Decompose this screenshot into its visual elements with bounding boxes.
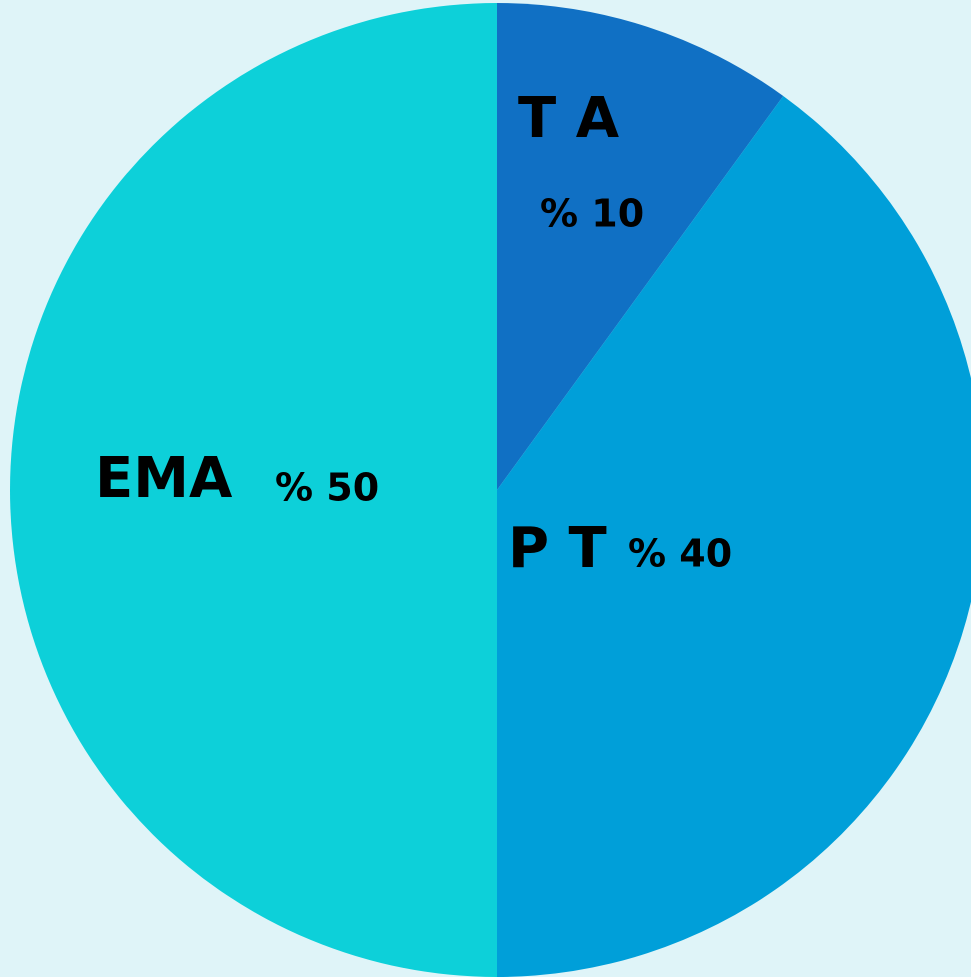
slice-label: T A (518, 86, 620, 151)
pie-slice (497, 96, 971, 977)
slice-label: EMA (95, 446, 233, 511)
value-label: % 10 (540, 192, 644, 236)
value-label: % 40 (628, 532, 732, 576)
value-label: % 50 (275, 466, 379, 510)
pie-slice (497, 3, 784, 490)
slice-label: P T (508, 516, 607, 581)
pie-slice (10, 3, 497, 977)
